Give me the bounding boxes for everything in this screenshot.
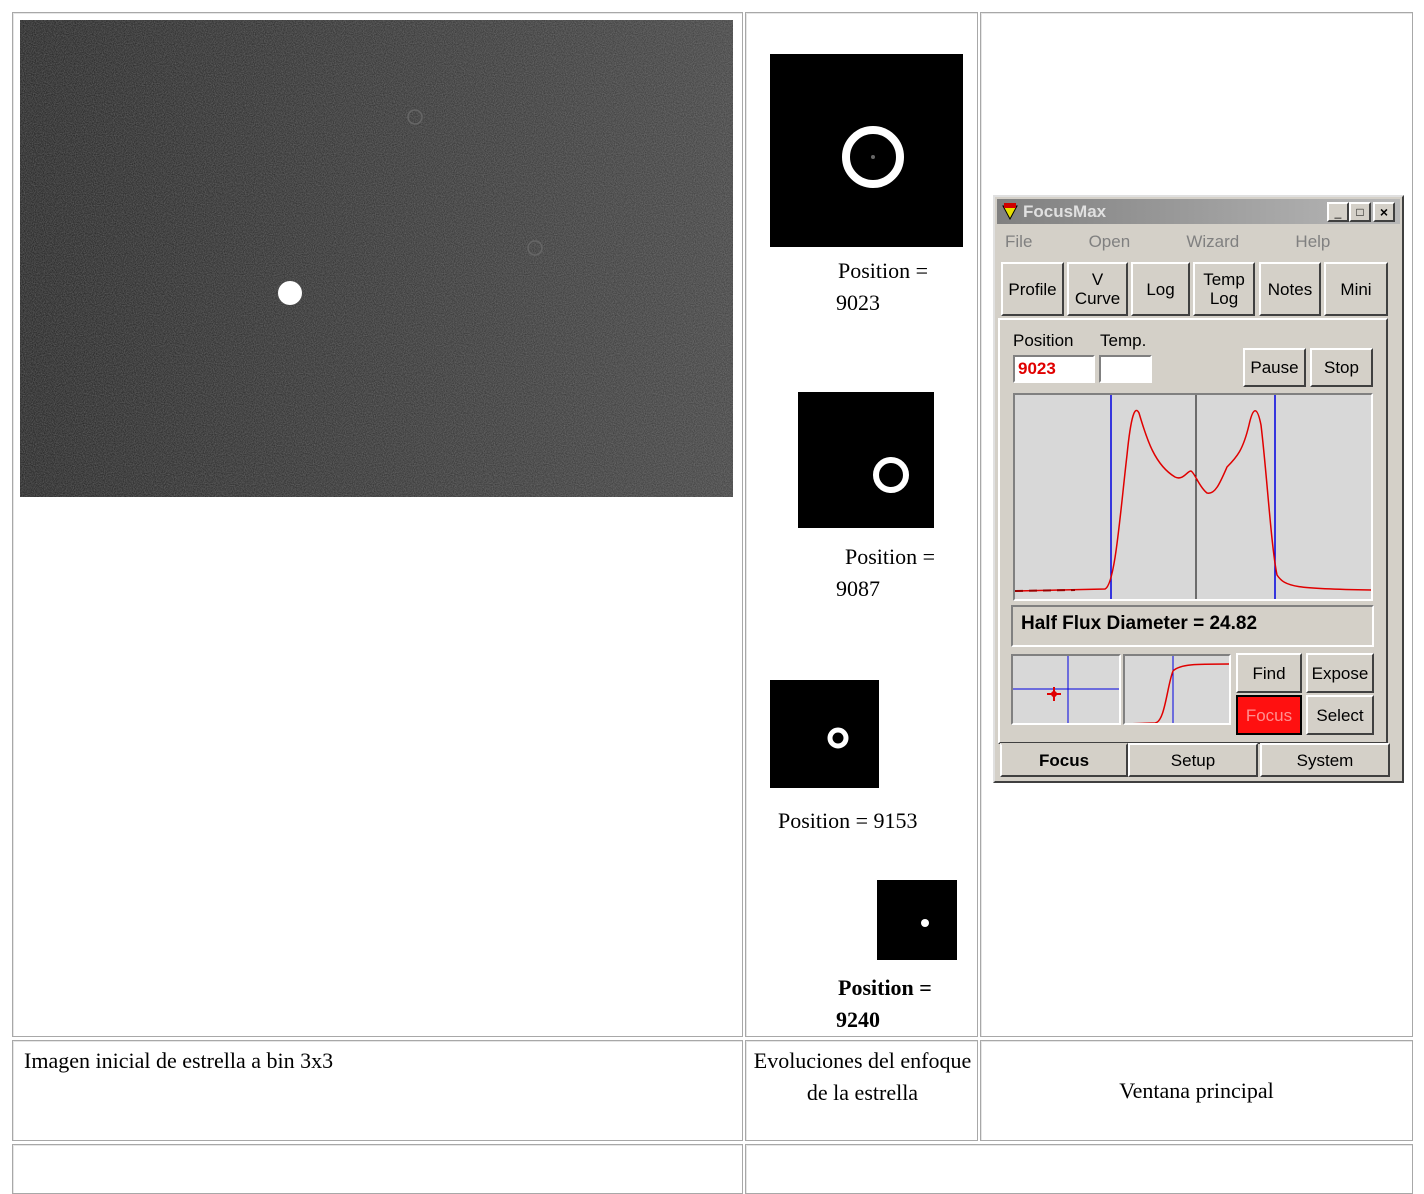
app-icon	[1002, 203, 1018, 220]
focus-button[interactable]: Focus	[1236, 695, 1302, 735]
cell	[12, 12, 743, 1037]
cell	[745, 1144, 1413, 1194]
toolbar-button[interactable]: V Curve	[1067, 262, 1128, 316]
caption: Ventana principal	[1119, 1078, 1274, 1103]
tab[interactable]: Focus	[1000, 743, 1128, 777]
vcurve-graph	[1123, 654, 1231, 725]
title-bar: FocusMax _ □ ×	[997, 199, 1400, 224]
profile-graph	[1013, 393, 1373, 601]
menu-item[interactable]: Wizard	[1186, 232, 1240, 251]
field-label: Position	[1013, 331, 1074, 350]
star-position-graph	[1011, 654, 1121, 725]
select-button[interactable]: Select	[1306, 695, 1374, 735]
cell	[980, 1040, 1413, 1141]
expose-button[interactable]: Expose	[1306, 653, 1374, 693]
position-caption: Position = 9240	[836, 975, 932, 1032]
field-label: Temp.	[1100, 331, 1147, 350]
window-title: FocusMax	[1023, 202, 1107, 221]
find-button[interactable]: Find	[1236, 653, 1302, 693]
app-window: FocusMax _ □ × File Open Wizard Help Pro…	[993, 195, 1404, 783]
position-caption: Position = 9153	[778, 808, 918, 833]
position-field[interactable]: 9023	[1013, 355, 1095, 383]
cell	[745, 12, 978, 1037]
star-image	[20, 20, 733, 497]
caption: Evoluciones del enfoque de la estrella	[753, 1048, 972, 1105]
maximize-button[interactable]: □	[1349, 202, 1371, 222]
minimize-button[interactable]: _	[1327, 202, 1349, 222]
star-thumbnail	[770, 54, 963, 247]
tab[interactable]: System	[1260, 743, 1390, 777]
star-thumbnail	[798, 392, 934, 528]
toolbar-button[interactable]: Profile	[1001, 262, 1064, 316]
temp-field[interactable]	[1099, 355, 1152, 383]
menu-item[interactable]: File	[1005, 232, 1033, 251]
cell	[12, 1144, 743, 1194]
hfd-readout: Half Flux Diameter = 24.82	[1011, 605, 1374, 647]
tab[interactable]: Setup	[1128, 743, 1258, 777]
menu-item[interactable]: Help	[1295, 232, 1331, 251]
toolbar-button[interactable]: Log	[1131, 262, 1190, 316]
cell	[12, 1040, 743, 1141]
toolbar-button[interactable]: Notes	[1259, 262, 1321, 316]
cell	[980, 12, 1413, 1037]
menu-item[interactable]: Open	[1088, 232, 1131, 251]
toolbar-button[interactable]: Mini	[1324, 262, 1388, 316]
toolbar-button[interactable]: Temp Log	[1193, 262, 1255, 316]
position-caption: Position = 9087	[836, 544, 936, 601]
menu-bar: File Open Wizard Help	[1005, 232, 1330, 252]
position-caption: Position = 9023	[836, 258, 929, 315]
star-thumbnail	[877, 880, 957, 960]
stop-button[interactable]: Stop	[1310, 348, 1373, 387]
close-button[interactable]: ×	[1373, 202, 1395, 222]
caption: Imagen inicial de estrella a bin 3x3	[24, 1048, 334, 1073]
star-thumbnail	[770, 680, 879, 788]
pause-button[interactable]: Pause	[1243, 348, 1306, 387]
cell	[745, 1040, 978, 1141]
